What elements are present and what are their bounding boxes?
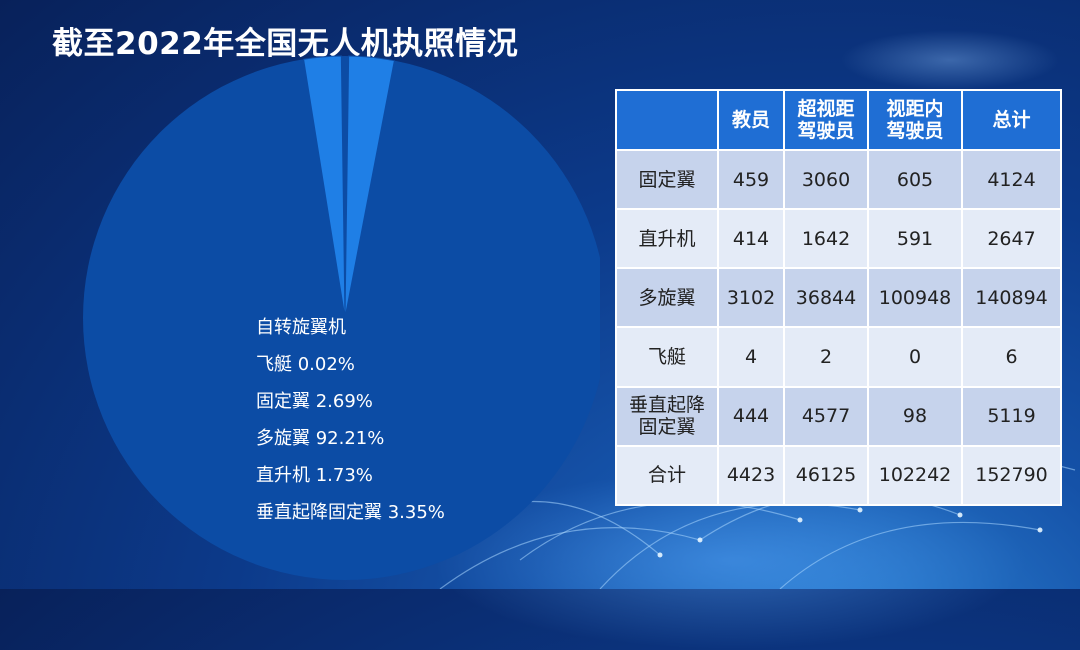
table-row: 固定翼 459 3060 605 4124 [615,148,1062,211]
table-cell: 100948 [867,267,963,329]
pie-slice-固定翼 [303,55,346,319]
column-header: 超视距 驾驶员 [783,89,869,151]
table-cell: 3102 [717,267,785,329]
table-cell: 414 [717,208,785,270]
pie-chart-svg [83,55,600,580]
column-header: 总计 [961,89,1062,151]
column-header: 视距内 驾驶员 [867,89,963,151]
row-header-cell: 多旋翼 [615,267,719,329]
column-header: 教员 [717,89,785,151]
table-row: 多旋翼 3102 36844 100948 140894 [615,267,1062,329]
table-cell: 1642 [783,208,869,270]
table-cell: 605 [867,148,963,211]
table-row: 合计 4423 46125 102242 152790 [615,444,1062,507]
table-row: 垂直起降 固定翼 444 4577 98 5119 [615,385,1062,447]
legend-item: 多旋翼 92.21% [256,428,385,449]
table-cell: 591 [867,208,963,270]
license-table: 教员 超视距 驾驶员 视距内 驾驶员 总计 固定翼 459 3060 605 4124 直… [615,89,1062,507]
table-cell: 3060 [783,148,869,211]
table-cell: 102242 [867,444,963,507]
row-header-cell: 直升机 [615,208,719,270]
table-cell: 152790 [961,444,1062,507]
pie-slice-多旋翼 [83,56,600,580]
table-cell: 4577 [783,385,869,447]
legend-item: 自转旋翼机 [256,317,346,338]
table-cell: 140894 [961,267,1062,329]
table-cell: 444 [717,385,785,447]
page-title: 截至2022年全国无人机执照情况 [52,26,519,62]
table-cell: 2647 [961,208,1062,270]
table-cell: 4124 [961,148,1062,211]
legend-item: 飞艇 0.02% [256,354,355,375]
pie-legend: 自转旋翼机飞艇 0.02% 固定翼 2.69% 多旋翼 92.21% 直升机 1.73… [256,314,445,536]
table-cell: 46125 [783,444,869,507]
legend-item: 垂直起降固定翼 3.35% [256,502,445,523]
table-cell: 6 [961,326,1062,388]
row-header-cell: 垂直起降 固定翼 [615,385,719,447]
table-cell: 36844 [783,267,869,329]
table-cell: 459 [717,148,785,211]
pie-chart: 自转旋翼机飞艇 0.02% 固定翼 2.69% 多旋翼 92.21% 直升机 1.73… [83,55,600,580]
table-row: 飞艇 4 2 0 6 [615,326,1062,388]
legend-item: 直升机 1.73% [256,465,373,486]
row-header-cell: 合计 [615,444,719,507]
table-cell: 2 [783,326,869,388]
table-cell: 0 [867,326,963,388]
table-header-corner [615,89,719,151]
table-body: 固定翼 459 3060 605 4124 直升机 414 1642 591 2647 多旋翼 310… [615,148,1062,507]
row-header-cell: 飞艇 [615,326,719,388]
table-cell: 4 [717,326,785,388]
pie-slice-直升机 [344,55,395,319]
row-header-cell: 固定翼 [615,148,719,211]
table-cell: 5119 [961,385,1062,447]
table-header-row: 教员 超视距 驾驶员 视距内 驾驶员 总计 [615,89,1062,151]
legend-item: 固定翼 2.69% [256,391,373,412]
table-cell: 4423 [717,444,785,507]
table-row: 直升机 414 1642 591 2647 [615,208,1062,270]
table-cell: 98 [867,385,963,447]
